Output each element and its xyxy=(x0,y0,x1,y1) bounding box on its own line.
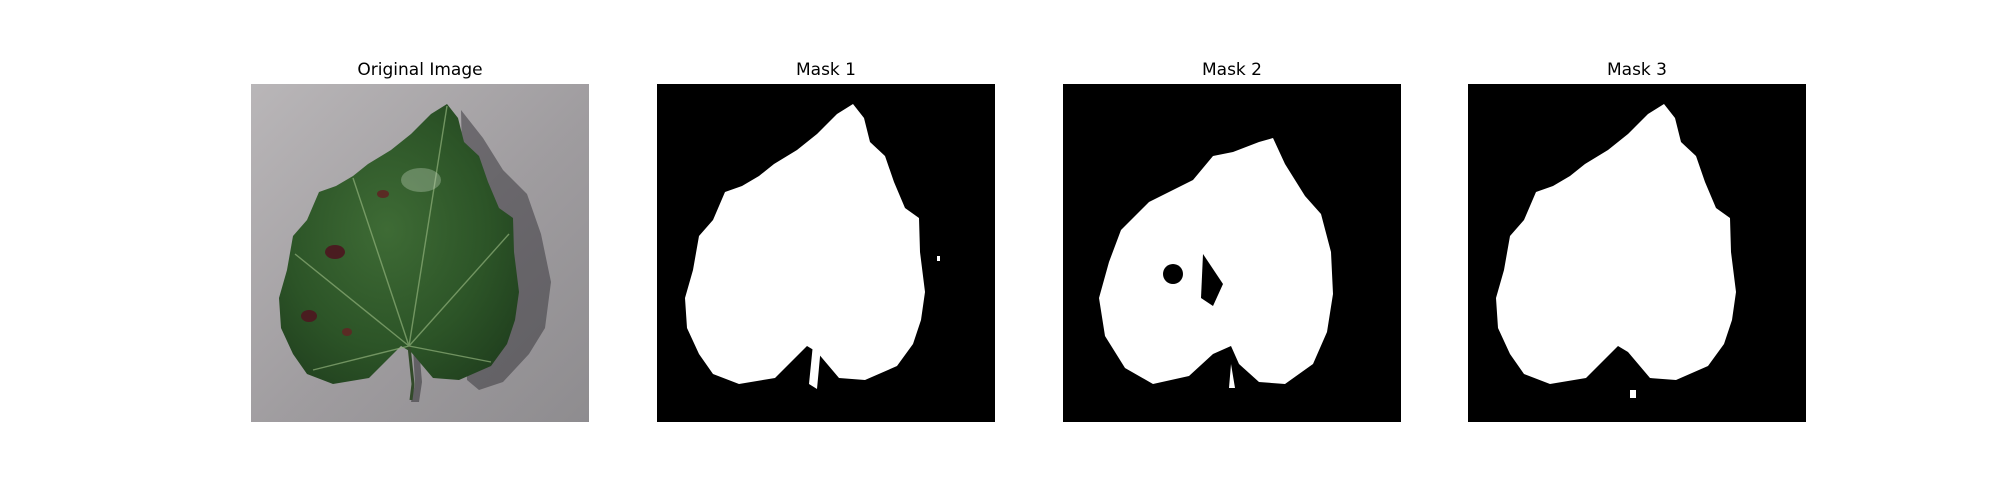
panel-title: Mask 3 xyxy=(1606,60,1667,80)
leaf-mask xyxy=(657,84,995,422)
figure-panel-mask-1: Mask 1 xyxy=(657,58,995,422)
figure-panel-mask-3: Mask 3 xyxy=(1468,58,1806,422)
panel-title: Original Image xyxy=(357,60,483,80)
figure-panel-original: Original Image xyxy=(251,58,589,422)
leaf-mask xyxy=(1468,84,1806,422)
leaf-photo xyxy=(251,84,589,422)
figure-panel-mask-2: Mask 2 xyxy=(1063,58,1401,422)
leaf-mask xyxy=(1063,84,1401,422)
panel-title: Mask 1 xyxy=(795,60,856,80)
panel-title: Mask 2 xyxy=(1201,60,1262,80)
